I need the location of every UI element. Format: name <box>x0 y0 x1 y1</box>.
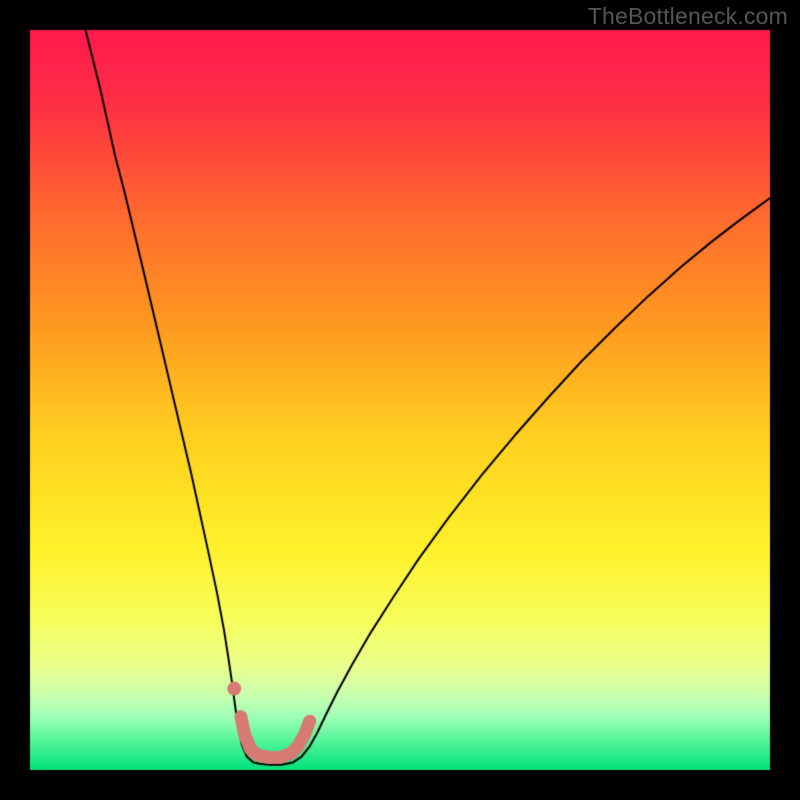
bottleneck-chart-canvas <box>0 0 800 800</box>
chart-container: TheBottleneck.com <box>0 0 800 800</box>
watermark-text: TheBottleneck.com <box>588 3 788 30</box>
